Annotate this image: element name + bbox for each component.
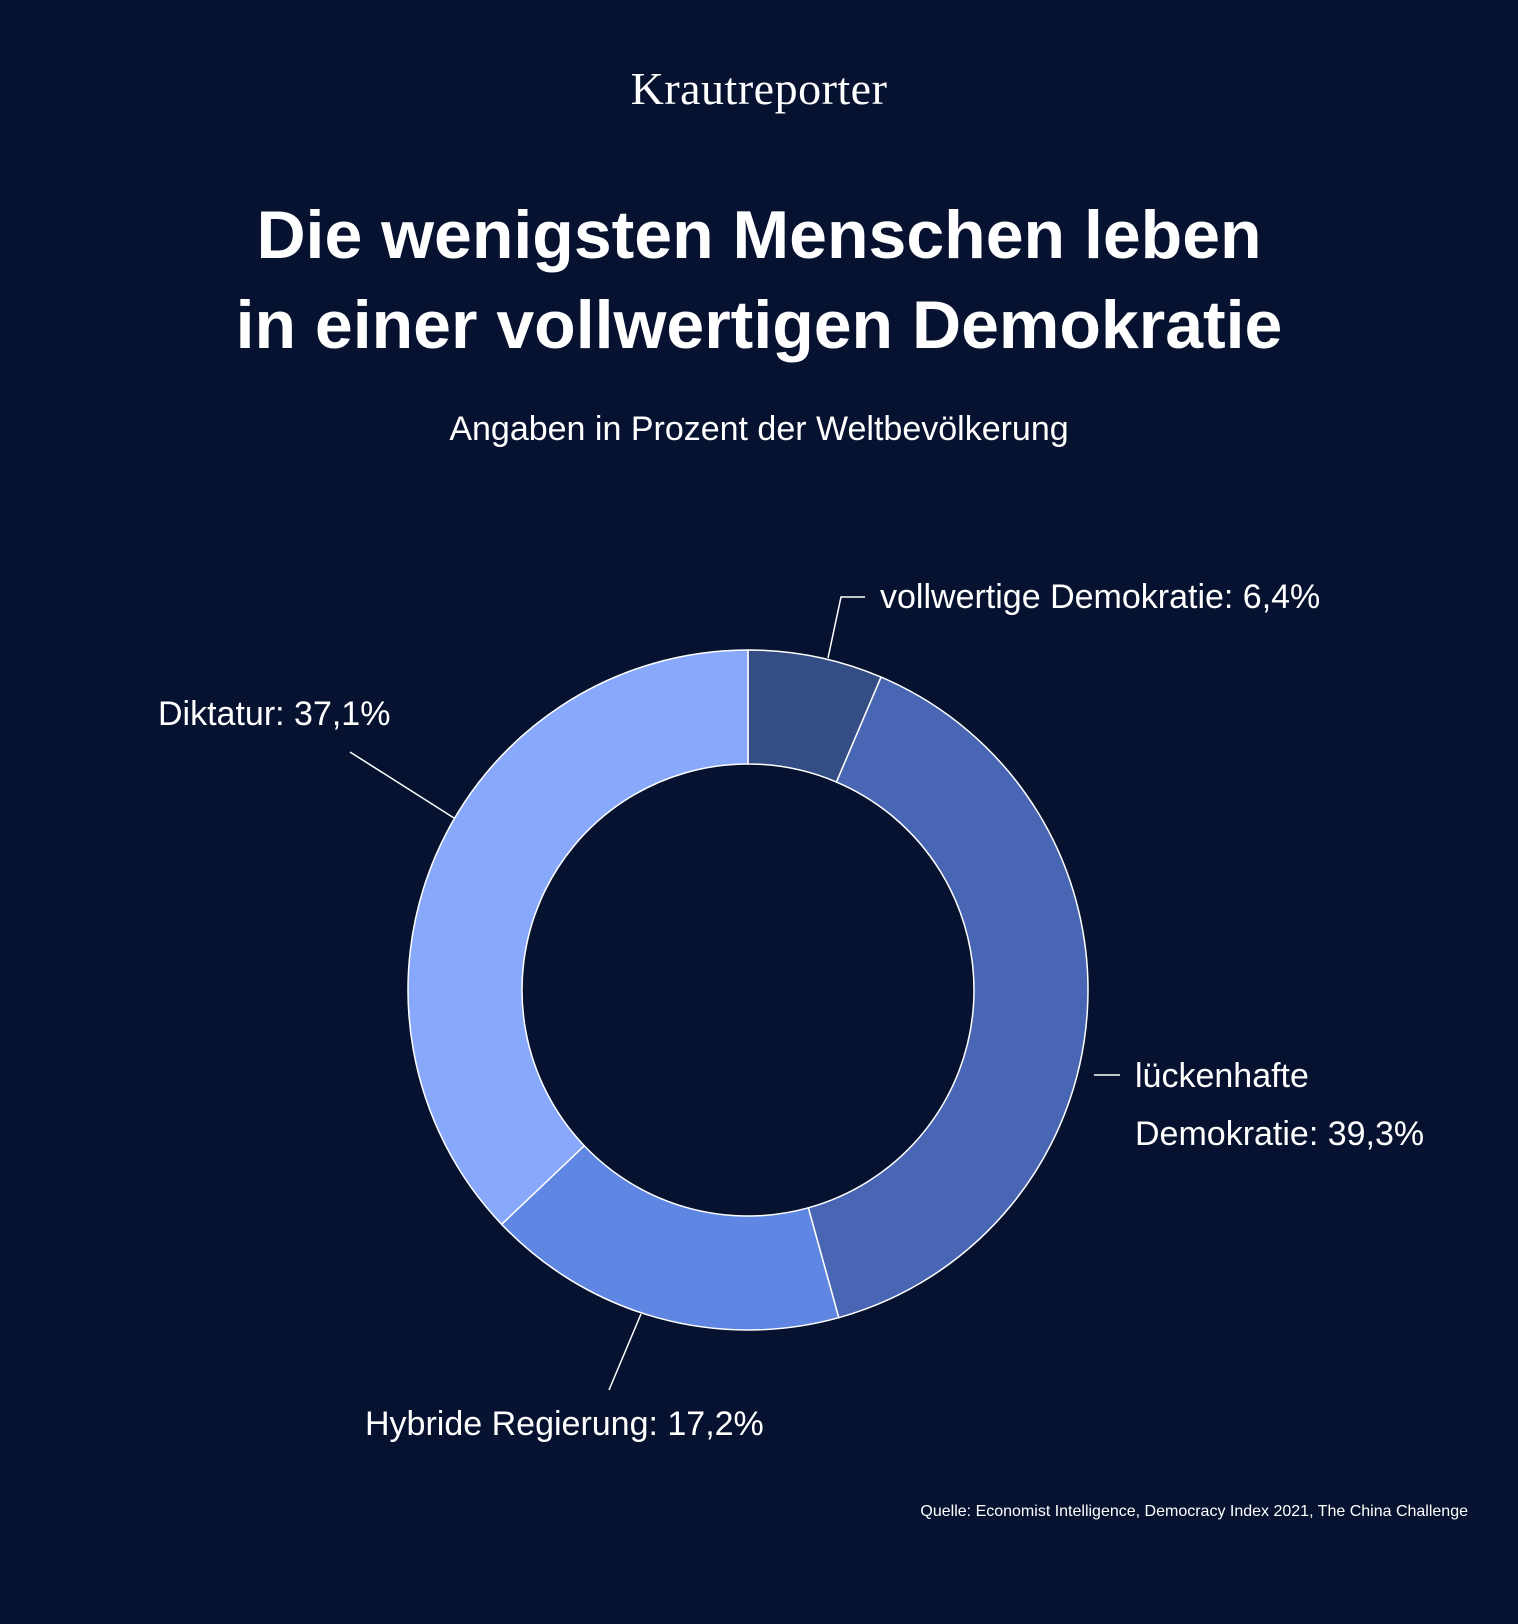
leader-line-2: [608, 1313, 642, 1391]
slice-1: [807, 676, 1089, 1319]
slice-label-3-line-0: Diktatur: 37,1%: [158, 695, 390, 733]
chart-title: Die wenigsten Menschen leben in einer vo…: [0, 190, 1518, 370]
leader-line-0: [827, 596, 865, 659]
slice-label-1-line-1: Demokratie: 39,3%: [1135, 1115, 1424, 1153]
leader-line-3: [349, 751, 455, 819]
brand-logo: Krautreporter: [630, 63, 888, 114]
chart-subtitle: Angaben in Prozent der Weltbevölkerung: [449, 410, 1069, 448]
title-line-1: Die wenigsten Menschen leben: [256, 197, 1262, 273]
slice-label-2-line-0: Hybride Regierung: 17,2%: [365, 1405, 764, 1443]
slice-3: [407, 649, 749, 1226]
slice-label-0-line-0: vollwertige Demokratie: 6,4%: [880, 578, 1320, 616]
title-line-2: in einer vollwertigen Demokratie: [235, 287, 1283, 363]
slice-label-1-line-0: lückenhafte: [1135, 1057, 1309, 1095]
source-note: Quelle: Economist Intelligence, Democrac…: [920, 1503, 1468, 1520]
